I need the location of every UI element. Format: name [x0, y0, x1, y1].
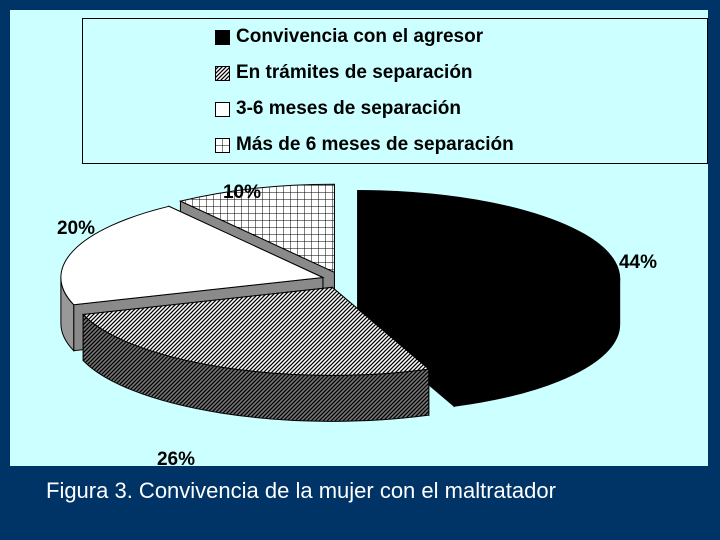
legend-label: Más de 6 meses de separación [236, 134, 514, 155]
pie-chart: 44% 26% 20% 10% [57, 182, 657, 466]
legend-swatch-solid [215, 29, 230, 45]
chart-plot-area: 44% 26% 20% 10% Convivencia con el agresor … [10, 10, 708, 466]
legend-item-mas-6-meses: Más de 6 meses de separación [215, 133, 514, 157]
legend-label: 3-6 meses de separación [236, 98, 461, 119]
legend-item-tramites: En trámites de separación [215, 61, 473, 85]
slice-convivencia [357, 189, 621, 408]
legend-label: En trámites de separación [236, 62, 473, 83]
legend-item-convivencia: Convivencia con el agresor [215, 25, 483, 49]
legend-label: Convivencia con el agresor [236, 26, 484, 47]
data-label-tramites: 26% [157, 449, 195, 466]
data-label-convivencia: 44% [619, 252, 657, 273]
legend-item-3-6-meses: 3-6 meses de separación [215, 97, 461, 121]
slice-mas-6-meses-top [178, 183, 335, 274]
figure-caption: Figura 3. Convivencia de la mujer con el… [46, 478, 556, 503]
legend-swatch-hatch [215, 65, 230, 81]
data-label-mas-6-meses: 10% [223, 182, 261, 203]
chart-legend: Convivencia con el agresor En trámites d… [82, 18, 708, 164]
data-label-3-6-meses: 20% [57, 218, 95, 239]
slice-tramites-top [82, 286, 430, 376]
slice-convivencia-top [357, 189, 621, 361]
legend-swatch-white [215, 101, 230, 117]
legend-swatch-grid [215, 137, 230, 153]
slice-3-6-meses-top [60, 205, 325, 306]
slice-tramites [82, 286, 430, 422]
